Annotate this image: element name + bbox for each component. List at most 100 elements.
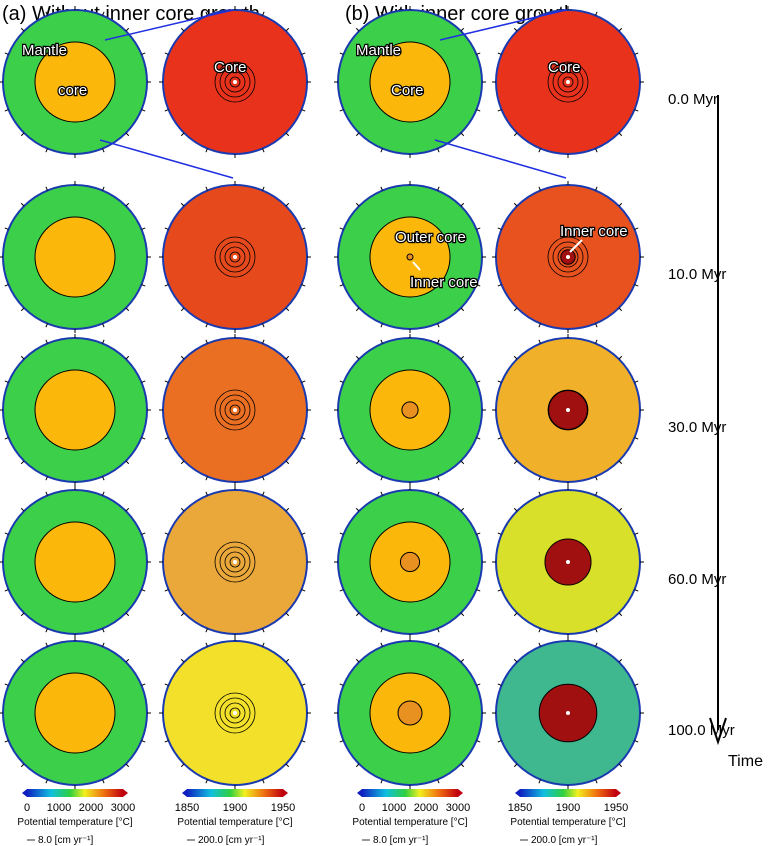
tick bbox=[355, 763, 360, 768]
flow-contour bbox=[552, 66, 584, 98]
tick bbox=[180, 460, 185, 465]
tick bbox=[634, 589, 639, 592]
tick bbox=[538, 339, 541, 344]
center-point bbox=[233, 80, 237, 84]
tick bbox=[141, 532, 146, 535]
colorbar bbox=[187, 789, 283, 797]
tick bbox=[355, 307, 360, 312]
core-label: core bbox=[58, 82, 87, 99]
tick bbox=[102, 491, 105, 496]
simulation-disc bbox=[334, 637, 486, 789]
flow-contour bbox=[224, 399, 246, 421]
tick bbox=[301, 380, 306, 383]
simulation-disc bbox=[334, 334, 486, 486]
flow-contour bbox=[547, 61, 589, 103]
colorbar-tick-label: 1900 bbox=[223, 802, 247, 814]
tick bbox=[497, 437, 502, 440]
tick bbox=[102, 339, 105, 344]
tick bbox=[4, 740, 9, 743]
time-label: 100.0 Myr bbox=[668, 722, 735, 739]
tick bbox=[618, 132, 623, 137]
tick bbox=[595, 323, 598, 328]
tick bbox=[513, 460, 518, 465]
time-label: 10.0 Myr bbox=[668, 266, 726, 283]
center-point bbox=[566, 408, 570, 412]
simulation-disc bbox=[159, 6, 311, 158]
tick bbox=[45, 339, 48, 344]
tick bbox=[595, 491, 598, 496]
tick bbox=[460, 202, 465, 207]
tick bbox=[45, 779, 48, 784]
tick bbox=[45, 148, 48, 153]
tick bbox=[205, 491, 208, 496]
tick bbox=[125, 202, 130, 207]
tick bbox=[497, 52, 502, 55]
flow-contour bbox=[229, 76, 241, 88]
simulation-disc bbox=[159, 334, 311, 486]
tick bbox=[339, 109, 344, 112]
colorbar bbox=[520, 789, 616, 797]
tick bbox=[4, 284, 9, 287]
tick bbox=[20, 202, 25, 207]
tick bbox=[164, 227, 169, 230]
colorbar-label: Potential temperature [°C] bbox=[17, 817, 132, 828]
flow-contour bbox=[224, 551, 246, 573]
simulation-disc bbox=[492, 637, 644, 789]
tick bbox=[301, 532, 306, 535]
tick bbox=[460, 507, 465, 512]
tick bbox=[164, 740, 169, 743]
tick bbox=[102, 323, 105, 328]
tick bbox=[4, 589, 9, 592]
tick bbox=[20, 507, 25, 512]
tick bbox=[355, 612, 360, 617]
tick bbox=[460, 307, 465, 312]
colorbar-min-arrow bbox=[515, 789, 520, 797]
flow-contour bbox=[552, 241, 584, 273]
tick bbox=[205, 186, 208, 191]
inner-core-label: Inner core bbox=[560, 223, 628, 240]
tick bbox=[618, 507, 623, 512]
tick bbox=[437, 476, 440, 481]
tick bbox=[180, 307, 185, 312]
tick bbox=[125, 355, 130, 360]
tick bbox=[20, 132, 25, 137]
tick bbox=[164, 589, 169, 592]
zoom-line bbox=[99, 139, 234, 179]
tick bbox=[634, 437, 639, 440]
tick bbox=[460, 460, 465, 465]
tick bbox=[538, 148, 541, 153]
inner-core-region bbox=[406, 253, 414, 261]
tick bbox=[4, 52, 9, 55]
tick bbox=[180, 132, 185, 137]
tick bbox=[355, 460, 360, 465]
tick bbox=[262, 491, 265, 496]
tick bbox=[634, 532, 639, 535]
tick bbox=[476, 740, 481, 743]
tick bbox=[285, 612, 290, 617]
tick bbox=[301, 52, 306, 55]
inner-core-region bbox=[401, 401, 419, 419]
tick bbox=[125, 27, 130, 32]
tick bbox=[476, 109, 481, 112]
simulation-disc bbox=[492, 334, 644, 486]
tick bbox=[476, 437, 481, 440]
tick bbox=[4, 109, 9, 112]
colorbar-tick-label: 2000 bbox=[414, 802, 438, 814]
tick bbox=[634, 380, 639, 383]
tick bbox=[205, 628, 208, 633]
tick bbox=[141, 52, 146, 55]
tick bbox=[164, 109, 169, 112]
tick bbox=[164, 437, 169, 440]
tick bbox=[339, 683, 344, 686]
tick bbox=[285, 658, 290, 663]
inner-core-region bbox=[397, 700, 423, 726]
outer-core-label: Outer core bbox=[395, 229, 466, 246]
tick bbox=[437, 779, 440, 784]
flow-contour bbox=[219, 241, 251, 273]
flow-contour bbox=[219, 66, 251, 98]
tick bbox=[125, 763, 130, 768]
colorbar-max-arrow bbox=[123, 789, 128, 797]
tick bbox=[125, 507, 130, 512]
flow-contour bbox=[214, 389, 256, 431]
tick bbox=[164, 532, 169, 535]
